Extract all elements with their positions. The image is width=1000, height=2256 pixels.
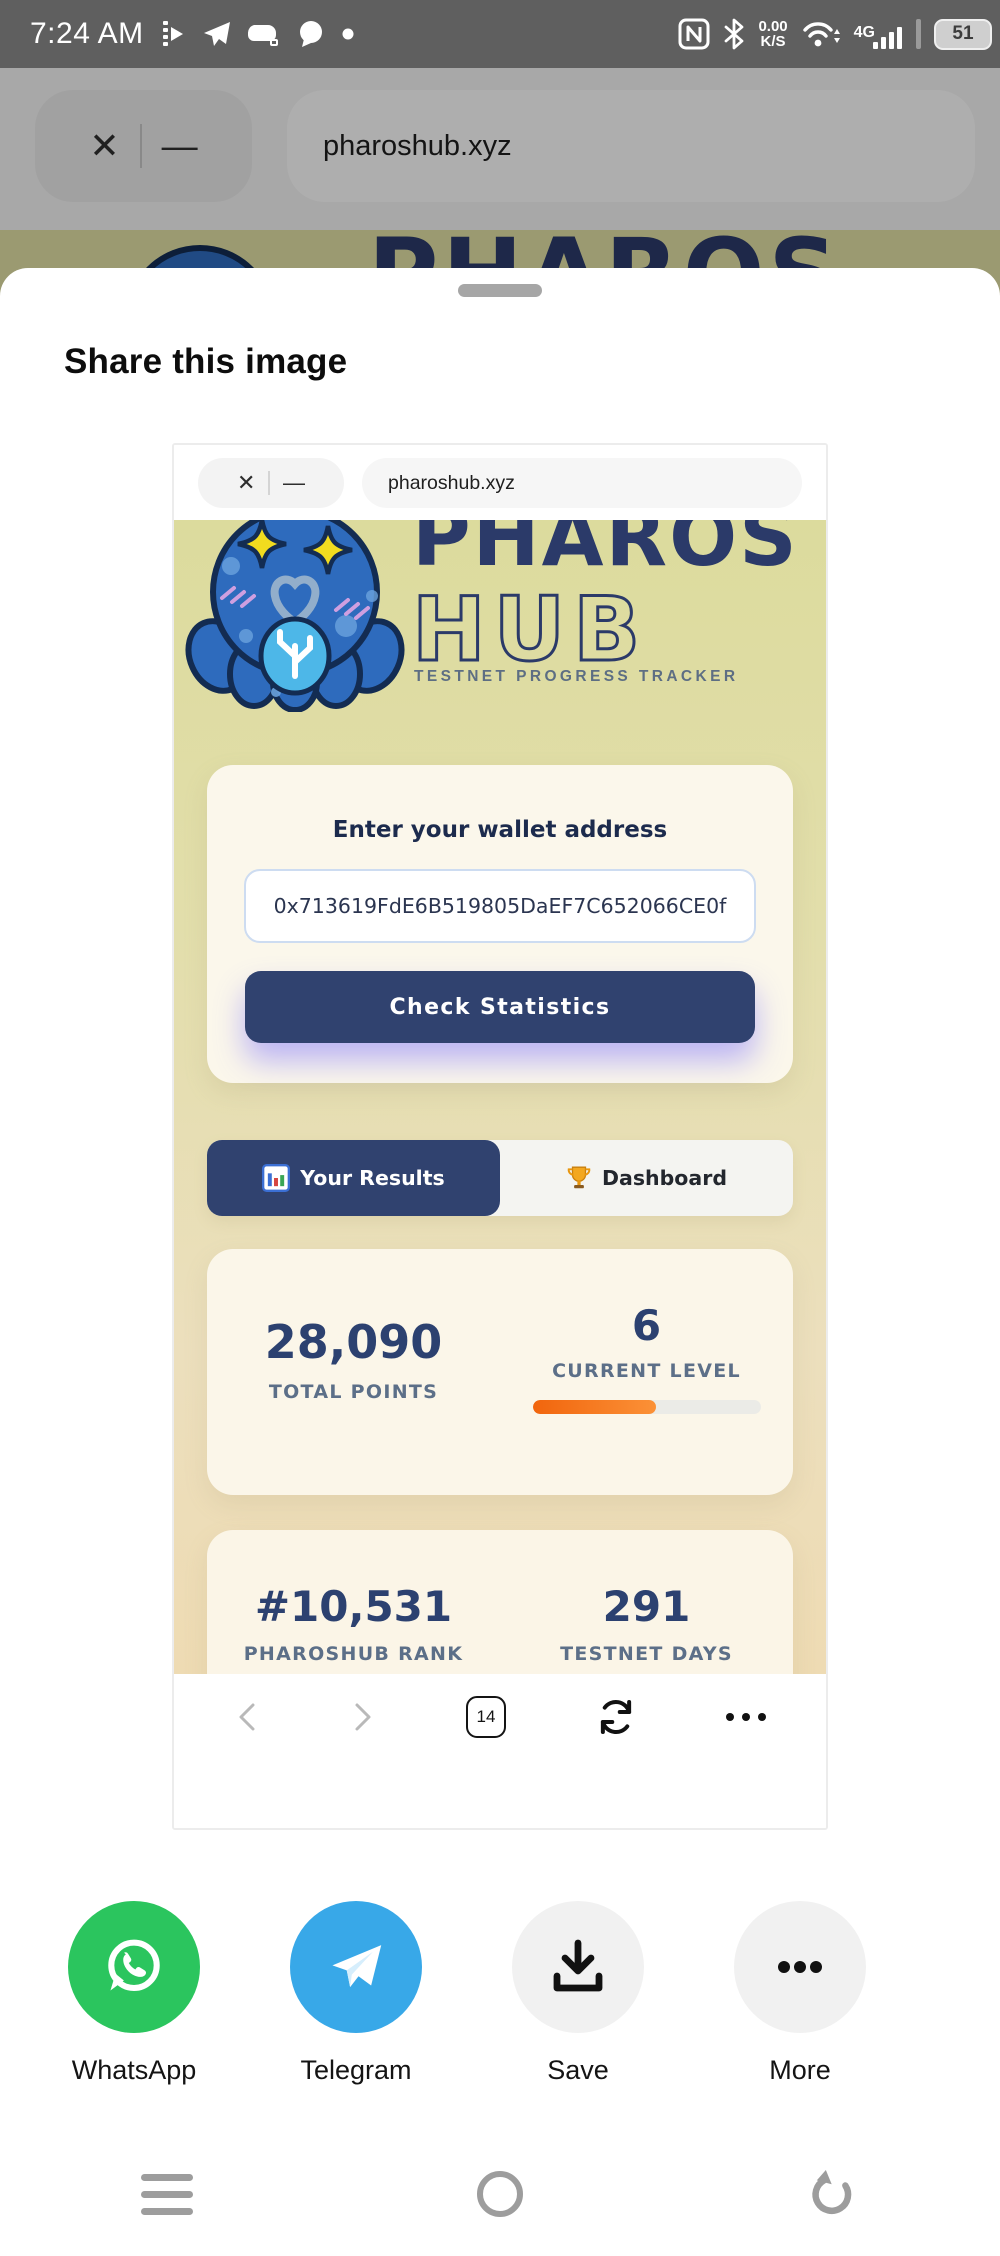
total-points-value: 28,090 — [264, 1315, 443, 1369]
network-speed: 0.00 K/S — [758, 18, 788, 50]
wallet-address-input[interactable] — [244, 869, 756, 943]
rank-value: #10,531 — [254, 1582, 453, 1631]
share-sheet: Share this image ✕ — pharoshub.xyz — [0, 268, 1000, 2256]
media-app-icon — [162, 21, 183, 46]
preview-bottom-toolbar: 14 — [174, 1674, 826, 1828]
back-button[interactable] — [807, 2168, 859, 2220]
testnet-days-label: TESTNET DAYS — [560, 1643, 733, 1665]
share-option-telegram[interactable]: Telegram — [276, 1901, 436, 2086]
battery-icon: 51 — [934, 18, 992, 50]
divider — [268, 471, 270, 495]
share-option-more[interactable]: More — [720, 1901, 880, 2086]
back-chevron-icon — [239, 1703, 255, 1731]
testnet-days-stat: 291 TESTNET DAYS — [500, 1530, 793, 1674]
address-bar[interactable]: pharoshub.xyz — [287, 90, 975, 202]
more-menu-icon — [726, 1713, 766, 1721]
share-option-save[interactable]: Save — [498, 1901, 658, 2086]
recents-button[interactable] — [140, 2173, 193, 2215]
tab-label: Your Results — [300, 1166, 445, 1190]
share-option-label: Telegram — [300, 2055, 412, 2085]
system-icons: 0.00 K/S 4G 51 — [678, 0, 992, 68]
preview-address-url: pharoshub.xyz — [388, 471, 515, 494]
site-logo-title: PHAROS — [412, 520, 799, 584]
shared-image-preview[interactable]: ✕ — pharoshub.xyz — [172, 443, 828, 1830]
address-bar-url: pharoshub.xyz — [323, 129, 512, 162]
forward-chevron-icon — [355, 1703, 371, 1731]
testnet-days-value: 291 — [602, 1582, 691, 1631]
signal-bars-icon: 4G — [854, 18, 903, 50]
current-level-label: CURRENT LEVEL — [552, 1360, 741, 1382]
site-logo-subtitle: HUB — [412, 584, 648, 670]
download-icon — [512, 1901, 644, 2033]
preview-address-bar: pharoshub.xyz — [362, 458, 802, 508]
sheet-title: Share this image — [64, 342, 348, 381]
points-level-card: 28,090 TOTAL POINTS 6 CURRENT LEVEL — [207, 1249, 793, 1495]
preview-window-controls: ✕ — — [198, 458, 344, 508]
preview-webpage: PHAROS HUB TESTNET PROGRESS TRACKER Ente… — [174, 520, 826, 1674]
site-tagline: TESTNET PROGRESS TRACKER — [414, 668, 739, 685]
network-type: 4G — [853, 24, 875, 41]
octopus-mascot-logo — [185, 520, 405, 712]
tab-label: Dashboard — [601, 1166, 728, 1190]
share-option-whatsapp[interactable]: WhatsApp — [54, 1901, 214, 2086]
minimize-window-button[interactable]: — — [161, 125, 198, 166]
share-option-label: More — [769, 2055, 831, 2085]
browser-toolbar: ✕ — pharoshub.xyz — [0, 68, 1000, 230]
clock: 7:24 AM — [30, 17, 144, 50]
total-points-stat: 28,090 TOTAL POINTS — [207, 1249, 500, 1495]
status-bar: 7:24 AM 0.00 K/S 4G 51 — [0, 0, 1000, 68]
current-level-stat: 6 CURRENT LEVEL — [500, 1249, 793, 1495]
home-button[interactable] — [476, 2171, 523, 2217]
preview-browser-toolbar: ✕ — pharoshub.xyz — [174, 445, 826, 520]
telegram-status-icon — [203, 22, 230, 46]
notification-icons — [160, 19, 354, 49]
game-app-icon — [247, 25, 278, 46]
tab-your-results[interactable]: Your Results — [207, 1140, 500, 1216]
share-option-label: WhatsApp — [71, 2055, 197, 2085]
wifi-icon — [802, 22, 840, 47]
bluetooth-icon — [725, 18, 744, 50]
tab-dashboard[interactable]: Dashboard — [500, 1140, 793, 1216]
divider — [139, 124, 142, 168]
preview-minimize-icon: — — [282, 470, 305, 495]
close-window-button[interactable]: ✕ — [89, 125, 120, 166]
scrim-overlay[interactable] — [0, 68, 1000, 296]
level-progress-fill — [532, 1400, 656, 1414]
current-level-value: 6 — [631, 1301, 662, 1350]
sim2-signal-icon — [916, 19, 921, 49]
tab-count-icon: 14 — [466, 1696, 506, 1738]
svg-text:HUB: HUB — [412, 584, 648, 670]
preview-close-icon: ✕ — [237, 470, 256, 495]
level-progress-bar — [532, 1400, 761, 1414]
notification-dot — [342, 28, 354, 40]
chat-bubble-icon — [299, 21, 322, 47]
results-tabs: Your Results Dashboard — [207, 1140, 793, 1216]
system-navigation-bar — [0, 2132, 1000, 2256]
window-controls: ✕ — — [35, 90, 252, 202]
wallet-card: Enter your wallet address Check Statisti… — [207, 765, 793, 1083]
total-points-label: TOTAL POINTS — [268, 1381, 439, 1403]
trophy-icon — [567, 1166, 591, 1189]
rank-days-card: #10,531 PHAROSHUB RANK 291 TESTNET DAYS — [207, 1530, 793, 1674]
drag-handle[interactable] — [458, 284, 542, 297]
battery-percent: 51 — [952, 23, 974, 44]
telegram-icon — [290, 1901, 422, 2033]
rank-label: PHAROSHUB RANK — [243, 1643, 464, 1665]
check-statistics-button[interactable]: Check Statistics — [245, 971, 755, 1043]
rank-stat: #10,531 PHAROSHUB RANK — [207, 1530, 500, 1674]
nfc-icon — [678, 18, 710, 50]
bar-chart-icon — [262, 1164, 291, 1192]
refresh-icon — [600, 1699, 632, 1735]
whatsapp-icon — [68, 1901, 200, 2033]
share-option-label: Save — [547, 2055, 609, 2085]
ellipsis-icon — [734, 1901, 866, 2033]
wallet-label: Enter your wallet address — [332, 817, 668, 843]
